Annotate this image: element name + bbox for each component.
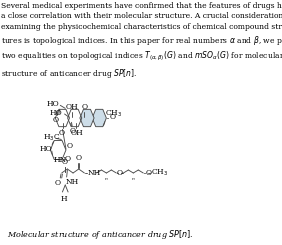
Text: H$_3$C: H$_3$C [43, 132, 61, 143]
Text: HO: HO [39, 146, 52, 153]
Text: O: O [67, 142, 73, 150]
Text: O: O [70, 127, 76, 135]
Text: O: O [146, 169, 152, 177]
Text: HN: HN [54, 156, 67, 164]
Polygon shape [80, 109, 94, 127]
Text: NH: NH [66, 178, 79, 186]
Text: CH$_3$: CH$_3$ [151, 168, 168, 178]
Text: O: O [55, 179, 61, 187]
Text: O: O [61, 158, 68, 166]
Text: OH: OH [70, 129, 83, 137]
Text: HO: HO [50, 109, 62, 117]
Text: NH: NH [88, 169, 101, 177]
Polygon shape [92, 109, 106, 127]
Text: HO: HO [46, 100, 59, 108]
Text: O: O [109, 113, 115, 121]
Text: CH$_3$: CH$_3$ [105, 109, 122, 119]
Text: $_{n}$: $_{n}$ [104, 177, 109, 183]
Text: O: O [59, 129, 65, 137]
Text: O: O [76, 154, 82, 162]
Text: OH: OH [66, 103, 78, 111]
Text: O: O [117, 169, 123, 177]
Text: H: H [61, 195, 67, 203]
Text: $_{n}$: $_{n}$ [131, 177, 136, 183]
Text: Molecular structure of anticancer drug $SP[n]$.: Molecular structure of anticancer drug $… [6, 228, 193, 241]
Text: O: O [53, 116, 59, 124]
Text: O: O [64, 155, 70, 162]
Text: O: O [81, 103, 87, 111]
Text: Several medical experiments have confirmed that the features of drugs have
a clo: Several medical experiments have confirm… [1, 2, 282, 80]
